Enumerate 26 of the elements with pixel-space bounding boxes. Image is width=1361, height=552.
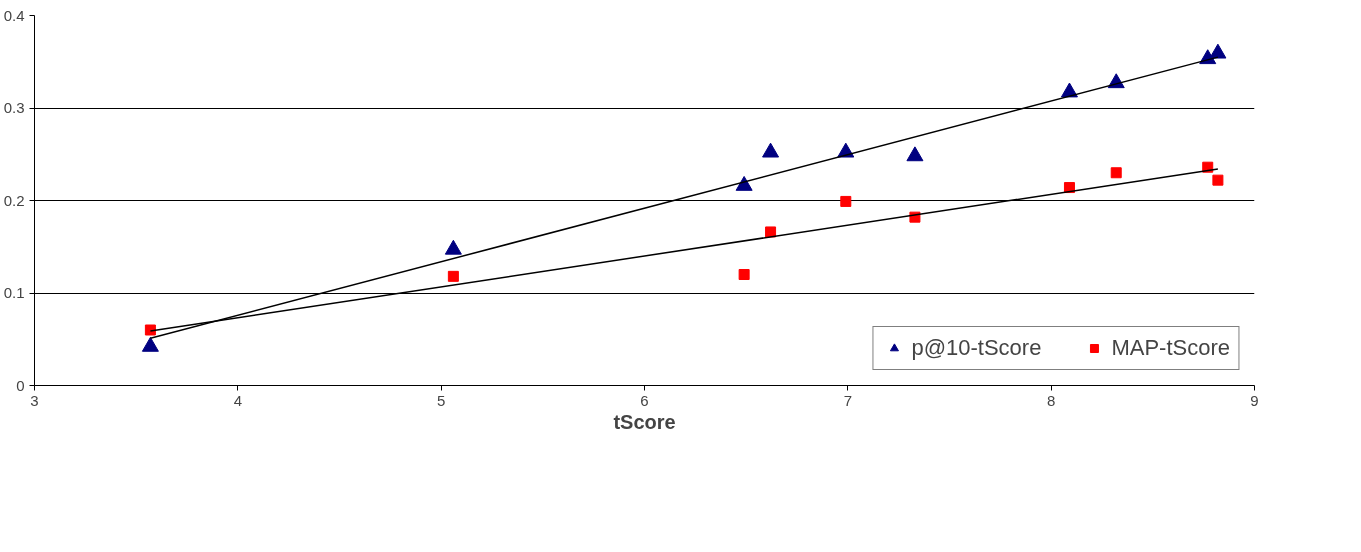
point bbox=[738, 269, 750, 280]
point bbox=[735, 175, 753, 191]
y-tick-label: 0.2 bbox=[3, 191, 25, 209]
point bbox=[1110, 167, 1122, 179]
point bbox=[144, 324, 156, 336]
point bbox=[840, 195, 852, 207]
x-axis-title: tScore bbox=[613, 410, 676, 433]
point bbox=[1209, 43, 1227, 59]
point bbox=[765, 226, 777, 238]
x-tick-label: 3 bbox=[30, 391, 39, 409]
y-tick-label: 0.4 bbox=[3, 6, 25, 24]
y-tick-label: 0.3 bbox=[3, 99, 25, 116]
x-tick-label: 9 bbox=[1250, 391, 1259, 409]
x-tick-label: 4 bbox=[233, 391, 243, 409]
x-tick-label: 5 bbox=[437, 391, 446, 409]
legend-label: p@10-tScore bbox=[911, 335, 1042, 361]
point bbox=[447, 270, 459, 282]
point bbox=[762, 142, 780, 158]
point bbox=[906, 146, 924, 162]
y-tick-label: 0.1 bbox=[3, 284, 25, 301]
x-tick-label: 8 bbox=[1047, 391, 1056, 409]
x-tick-label: 6 bbox=[640, 391, 649, 409]
y-tick-label: 0 bbox=[16, 376, 25, 394]
legend-label: MAP-tScore bbox=[1111, 335, 1230, 361]
x-tick-label: 7 bbox=[843, 391, 853, 409]
point bbox=[1212, 174, 1224, 186]
